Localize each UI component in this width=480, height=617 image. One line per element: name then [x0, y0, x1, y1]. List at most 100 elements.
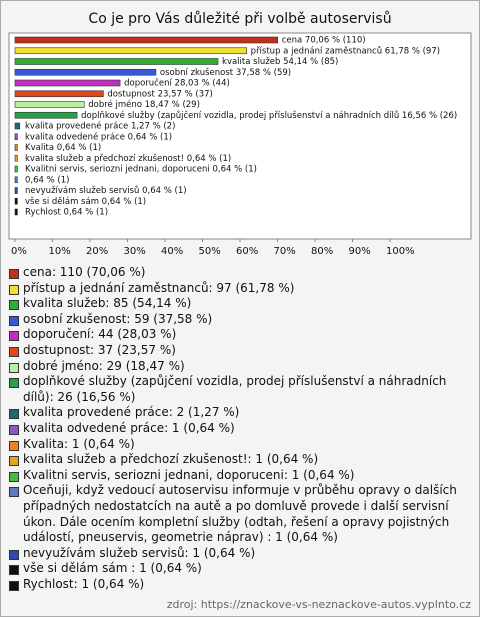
legend-swatch	[9, 284, 19, 295]
legend-label: přístup a jednání zaměstnanců: 97 (61,78…	[23, 280, 295, 295]
legend-swatch	[9, 409, 19, 420]
legend-label: vše si dělám sám : 1 (0,64 %)	[23, 561, 202, 576]
legend-label: kvalita provedené práce: 2 (1,27 %)	[23, 405, 240, 420]
data-label: cena 70,06 % (110)	[282, 36, 366, 46]
legend-swatch	[9, 300, 19, 311]
bar	[14, 101, 85, 108]
chart-title: Co je pro Vás důležité při volbě autoser…	[88, 11, 391, 27]
legend-item: kvalita služeb a předchozí zkušenost!: 1…	[9, 452, 471, 468]
legend-swatch	[9, 549, 19, 560]
data-label: kvalita provedené práce 1,27 % (2)	[25, 121, 175, 132]
legend-label: kvalita služeb a předchozí zkušenost!: 1…	[23, 452, 319, 467]
bar	[14, 208, 18, 216]
plot-frame	[8, 32, 472, 240]
bar	[14, 111, 78, 119]
legend-item: kvalita odvedené práce: 1 (0,64 %)	[9, 421, 471, 437]
legend-label: cena: 110 (70,06 %)	[23, 265, 146, 279]
data-label: Kvalita 0,64 % (1)	[25, 143, 101, 153]
legend-label: dobré jméno: 29 (18,47 %)	[23, 358, 185, 373]
bar	[14, 68, 157, 76]
data-label: Kvalitni servis, seriozni jednani, dopor…	[25, 165, 257, 175]
legend-swatch	[9, 471, 19, 482]
legend-item: cena: 110 (70,06 %)	[9, 265, 471, 281]
bar	[14, 122, 21, 130]
data-label: osobní zkušenost 37,58 % (59)	[160, 67, 291, 78]
bar	[14, 187, 18, 194]
legend-item: dostupnost: 37 (23,57 %)	[9, 343, 471, 359]
legend-label: nevyužívám služeb servisů: 1 (0,64 %)	[23, 545, 256, 560]
legend-label: Kvalita: 1 (0,64 %)	[23, 436, 135, 451]
legend-swatch	[9, 346, 19, 357]
legend-item: nevyužívám služeb servisů: 1 (0,64 %)	[9, 546, 471, 562]
legend-swatch	[9, 378, 19, 389]
data-label: dostupnost 23,57 % (37)	[107, 89, 212, 99]
legend-item: doplňkové služby (zapůjčení vozidla, pro…	[9, 374, 471, 405]
bar	[14, 133, 18, 141]
legend-item: Oceňuji, když vedoucí autoservisu inform…	[9, 483, 471, 545]
data-label: kvalita služeb 54,14 % (85)	[222, 57, 338, 67]
legend-swatch	[9, 565, 19, 576]
legend-label: Rychlost: 1 (0,64 %)	[23, 576, 145, 591]
legend-label: Oceňuji, když vedoucí autoservisu inform…	[23, 483, 457, 545]
data-label: 0,64 % (1)	[25, 175, 69, 185]
legend-swatch	[9, 424, 19, 435]
data-label: dobré jméno 18,47 % (29)	[88, 99, 200, 110]
legend-item: doporučení: 44 (28,03 %)	[9, 327, 471, 343]
x-tick-label: 90%	[349, 246, 371, 257]
legend-item: Kvalita: 1 (0,64 %)	[9, 437, 471, 453]
bar	[14, 36, 279, 44]
legend-item: Kvalitni servis, seriozni jednani, dopor…	[9, 468, 471, 484]
bar	[14, 176, 18, 184]
data-label: kvalita odvedené práce 0,64 % (1)	[25, 131, 172, 142]
data-label: doporučení 28,03 % (44)	[124, 78, 230, 89]
x-tick-label: 100%	[386, 246, 415, 257]
bar	[14, 47, 247, 55]
source: zdroj: https://znackove-vs-neznackove-au…	[166, 598, 471, 611]
legend-label: doplňkové služby (zapůjčení vozidla, pro…	[23, 374, 447, 404]
data-label: nevyužívám služeb servisů 0,64 % (1)	[25, 185, 187, 196]
legend-label: kvalita odvedené práce: 1 (0,64 %)	[23, 420, 235, 435]
legend-swatch	[9, 269, 19, 279]
bar	[14, 154, 18, 162]
x-tick-label: 10%	[49, 246, 71, 257]
legend-item: dobré jméno: 29 (18,47 %)	[9, 359, 471, 375]
bar	[14, 144, 18, 151]
x-tick-label: 40%	[161, 246, 183, 257]
chart: Co je pro Vás důležité při volbě autoser…	[8, 11, 472, 257]
legend-swatch	[9, 487, 19, 498]
data-label: přístup a jednání zaměstnanců 61,78 % (9…	[251, 45, 440, 56]
legend-swatch	[9, 580, 19, 591]
legend-label: osobní zkušenost: 59 (37,58 %)	[23, 311, 213, 326]
bar	[14, 90, 104, 98]
legend-label: doporučení: 44 (28,03 %)	[23, 327, 177, 342]
legend-swatch	[9, 315, 19, 326]
legend: cena: 110 (70,06 %) přístup a jednání zam…	[9, 265, 471, 592]
data-label: vše si dělám sám 0,64 % (1)	[25, 196, 146, 207]
x-tick-label: 60%	[236, 246, 258, 257]
bar	[14, 58, 219, 65]
legend-item: přístup a jednání zaměstnanců: 97 (61,78…	[9, 281, 471, 297]
x-tick-label: 80%	[311, 246, 333, 257]
x-tick-label: 0%	[11, 246, 27, 257]
legend-label: dostupnost: 37 (23,57 %)	[23, 342, 176, 357]
x-tick-label: 30%	[124, 246, 146, 257]
bar	[14, 197, 18, 205]
bar	[14, 165, 18, 173]
bar	[14, 79, 121, 87]
x-tick-label: 50%	[199, 246, 221, 257]
legend-item: Rychlost: 1 (0,64 %)	[9, 577, 471, 593]
x-tick-label: 70%	[274, 246, 296, 257]
data-label: doplňkové služby (zapůjčení vozidla, pro…	[81, 110, 457, 121]
legend-item: vše si dělám sám : 1 (0,64 %)	[9, 561, 471, 577]
legend-swatch	[9, 362, 19, 373]
data-label: Rychlost 0,64 % (1)	[25, 208, 108, 218]
legend-label: kvalita služeb: 85 (54,14 %)	[23, 296, 192, 311]
legend-item: kvalita provedené práce: 2 (1,27 %)	[9, 405, 471, 421]
legend-swatch	[9, 456, 19, 467]
legend-item: osobní zkušenost: 59 (37,58 %)	[9, 312, 471, 328]
data-label: kvalita služeb a předchozí zkušenost! 0,…	[25, 153, 231, 164]
legend-label: Kvalitni servis, seriozni jednani, dopor…	[23, 467, 355, 482]
x-tick-label: 20%	[86, 246, 108, 257]
legend-swatch	[9, 440, 19, 451]
